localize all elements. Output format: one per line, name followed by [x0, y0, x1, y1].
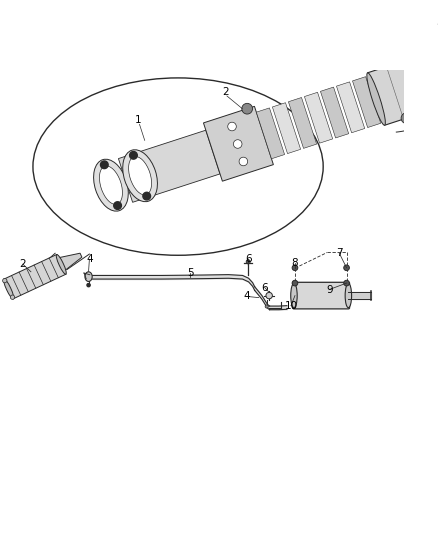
Polygon shape	[353, 77, 381, 127]
Polygon shape	[321, 87, 349, 138]
Polygon shape	[204, 107, 273, 181]
Polygon shape	[288, 98, 317, 148]
Polygon shape	[58, 253, 82, 271]
Polygon shape	[256, 108, 285, 159]
Circle shape	[239, 157, 247, 166]
Ellipse shape	[4, 279, 14, 299]
Text: 8: 8	[292, 259, 298, 268]
Text: 6: 6	[245, 254, 252, 264]
Polygon shape	[336, 82, 365, 133]
Ellipse shape	[129, 157, 152, 195]
Circle shape	[228, 122, 237, 131]
Text: 2: 2	[20, 259, 26, 269]
Text: 4: 4	[243, 292, 250, 301]
Circle shape	[246, 260, 250, 264]
Circle shape	[266, 293, 272, 299]
Polygon shape	[118, 130, 220, 203]
Ellipse shape	[33, 78, 323, 255]
Polygon shape	[272, 103, 300, 154]
Circle shape	[3, 278, 7, 283]
Ellipse shape	[367, 73, 385, 125]
Ellipse shape	[123, 150, 157, 201]
Ellipse shape	[291, 284, 297, 308]
Text: 7: 7	[336, 248, 343, 259]
Ellipse shape	[56, 254, 66, 274]
Polygon shape	[367, 42, 438, 125]
Circle shape	[100, 161, 108, 168]
Text: 10: 10	[284, 301, 297, 311]
Circle shape	[130, 151, 137, 159]
Text: 2: 2	[222, 86, 229, 96]
FancyBboxPatch shape	[293, 282, 350, 309]
Ellipse shape	[85, 272, 92, 281]
Circle shape	[87, 284, 90, 287]
Text: 3: 3	[436, 17, 438, 27]
Circle shape	[401, 113, 412, 124]
Circle shape	[292, 280, 298, 286]
Ellipse shape	[99, 166, 123, 204]
Circle shape	[265, 305, 268, 308]
Text: 4: 4	[86, 254, 93, 264]
Circle shape	[344, 280, 350, 286]
Polygon shape	[4, 255, 66, 299]
Ellipse shape	[345, 284, 352, 308]
Polygon shape	[304, 92, 333, 143]
Text: 1: 1	[135, 115, 141, 125]
Circle shape	[292, 265, 298, 271]
Circle shape	[11, 295, 15, 300]
Ellipse shape	[94, 159, 128, 211]
Circle shape	[143, 192, 151, 200]
Circle shape	[233, 140, 242, 148]
Circle shape	[114, 202, 121, 209]
Circle shape	[344, 265, 350, 271]
Circle shape	[427, 46, 438, 58]
Circle shape	[242, 103, 253, 114]
Text: 5: 5	[187, 269, 194, 278]
Text: 6: 6	[261, 282, 268, 293]
Text: 9: 9	[326, 285, 332, 295]
